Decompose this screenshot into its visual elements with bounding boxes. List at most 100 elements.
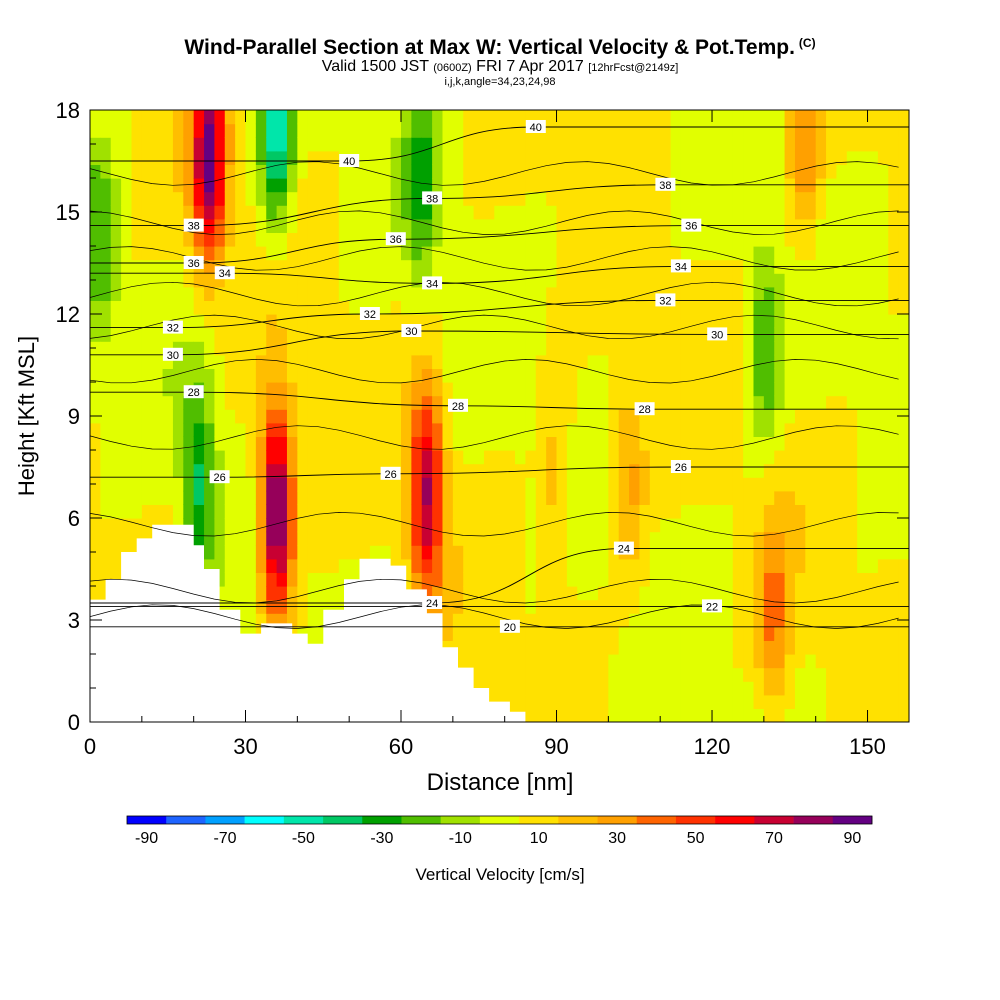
velocity-cell: [318, 395, 330, 410]
velocity-cell: [535, 681, 547, 696]
velocity-cell: [307, 246, 319, 261]
velocity-cell: [255, 273, 267, 288]
velocity-cell: [618, 586, 630, 601]
velocity-cell: [338, 137, 350, 152]
velocity-cell: [411, 382, 423, 397]
velocity-cell: [784, 137, 796, 152]
velocity-cell: [162, 395, 174, 410]
velocity-cell: [276, 327, 288, 342]
velocity-cell: [546, 191, 558, 206]
velocity-cell: [90, 518, 101, 533]
velocity-cell: [183, 504, 195, 519]
velocity-cell: [691, 681, 703, 696]
velocity-cell: [597, 137, 609, 152]
velocity-cell: [649, 164, 661, 179]
velocity-cell: [535, 463, 547, 478]
velocity-cell: [608, 300, 620, 315]
velocity-cell: [701, 463, 713, 478]
velocity-cell: [774, 558, 786, 573]
velocity-cell: [608, 232, 620, 247]
velocity-cell: [452, 123, 464, 138]
velocity-cell: [857, 354, 869, 369]
velocity-cell: [328, 341, 340, 356]
velocity-cell: [494, 110, 506, 125]
velocity-cell: [473, 205, 485, 220]
velocity-cell: [224, 504, 236, 519]
velocity-cell: [629, 314, 641, 329]
velocity-cell: [898, 708, 909, 722]
velocity-cell: [141, 395, 153, 410]
theta-contour-40: [90, 126, 909, 162]
velocity-cell: [442, 409, 454, 424]
velocity-cell: [587, 572, 599, 587]
velocity-cell: [515, 327, 527, 342]
velocity-cell: [359, 246, 371, 261]
velocity-cell: [401, 123, 412, 138]
velocity-cell: [805, 286, 817, 301]
velocity-cell: [857, 463, 869, 478]
velocity-cell: [629, 708, 641, 722]
velocity-cell: [774, 613, 786, 628]
colorbar-swatch: [479, 816, 520, 824]
velocity-cell: [494, 205, 506, 220]
velocity-cell: [815, 572, 827, 587]
velocity-cell: [338, 368, 350, 383]
velocity-cell: [794, 708, 806, 722]
velocity-cell: [649, 191, 661, 206]
velocity-cell: [660, 694, 672, 709]
velocity-cell: [877, 531, 889, 546]
velocity-cell: [836, 286, 848, 301]
velocity-cell: [794, 246, 806, 261]
velocity-cell: [566, 640, 578, 655]
velocity-cell: [649, 382, 661, 397]
velocity-cell: [359, 178, 371, 193]
velocity-cell: [566, 681, 578, 696]
velocity-cell: [193, 341, 205, 356]
velocity-cell: [815, 164, 827, 179]
velocity-cell: [566, 368, 578, 383]
velocity-cell: [504, 191, 516, 206]
colorbar-tick-label: 30: [608, 830, 626, 847]
velocity-cell: [193, 314, 205, 329]
velocity-cell: [328, 259, 340, 274]
velocity-cell: [805, 395, 817, 410]
colorbar-swatch: [244, 816, 285, 824]
velocity-cell: [193, 164, 205, 179]
velocity-cell: [328, 477, 340, 492]
velocity-cell: [297, 395, 309, 410]
velocity-cell: [121, 422, 133, 437]
velocity-cell: [846, 409, 858, 424]
contour-label: 22: [706, 601, 718, 613]
velocity-cell: [504, 137, 516, 152]
velocity-cell: [556, 354, 568, 369]
velocity-cell: [369, 191, 381, 206]
velocity-cell: [421, 572, 433, 587]
velocity-cell: [815, 110, 827, 125]
velocity-cell: [463, 341, 475, 356]
velocity-cell: [805, 354, 817, 369]
velocity-cell: [826, 300, 838, 315]
velocity-cell: [390, 382, 402, 397]
velocity-cell: [494, 531, 506, 546]
velocity-cell: [297, 300, 309, 315]
velocity-cell: [556, 613, 568, 628]
velocity-cell: [660, 300, 672, 315]
velocity-cell: [826, 395, 838, 410]
velocity-cell: [888, 654, 900, 669]
velocity-cell: [452, 422, 464, 437]
velocity-cell: [597, 395, 609, 410]
velocity-cell: [763, 518, 775, 533]
velocity-cell: [691, 504, 703, 519]
velocity-cell: [110, 395, 122, 410]
velocity-cell: [307, 164, 319, 179]
velocity-cell: [525, 626, 537, 641]
velocity-cell: [162, 300, 174, 315]
velocity-cell: [629, 110, 641, 125]
velocity-cell: [712, 341, 723, 356]
velocity-cell: [442, 477, 454, 492]
velocity-cell: [546, 259, 558, 274]
velocity-cell: [131, 409, 143, 424]
velocity-cell: [307, 450, 319, 465]
velocity-cell: [224, 572, 236, 587]
velocity-cell: [276, 178, 288, 193]
